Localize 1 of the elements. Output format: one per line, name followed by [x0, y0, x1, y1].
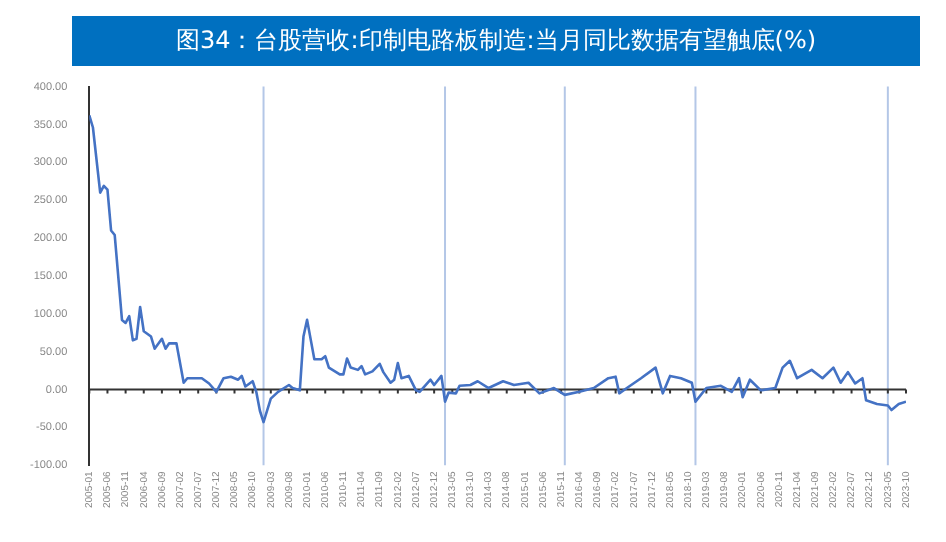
chart-title: 图34：台股营收:印制电路板制造:当月同比数据有望触底(%)	[72, 16, 920, 66]
